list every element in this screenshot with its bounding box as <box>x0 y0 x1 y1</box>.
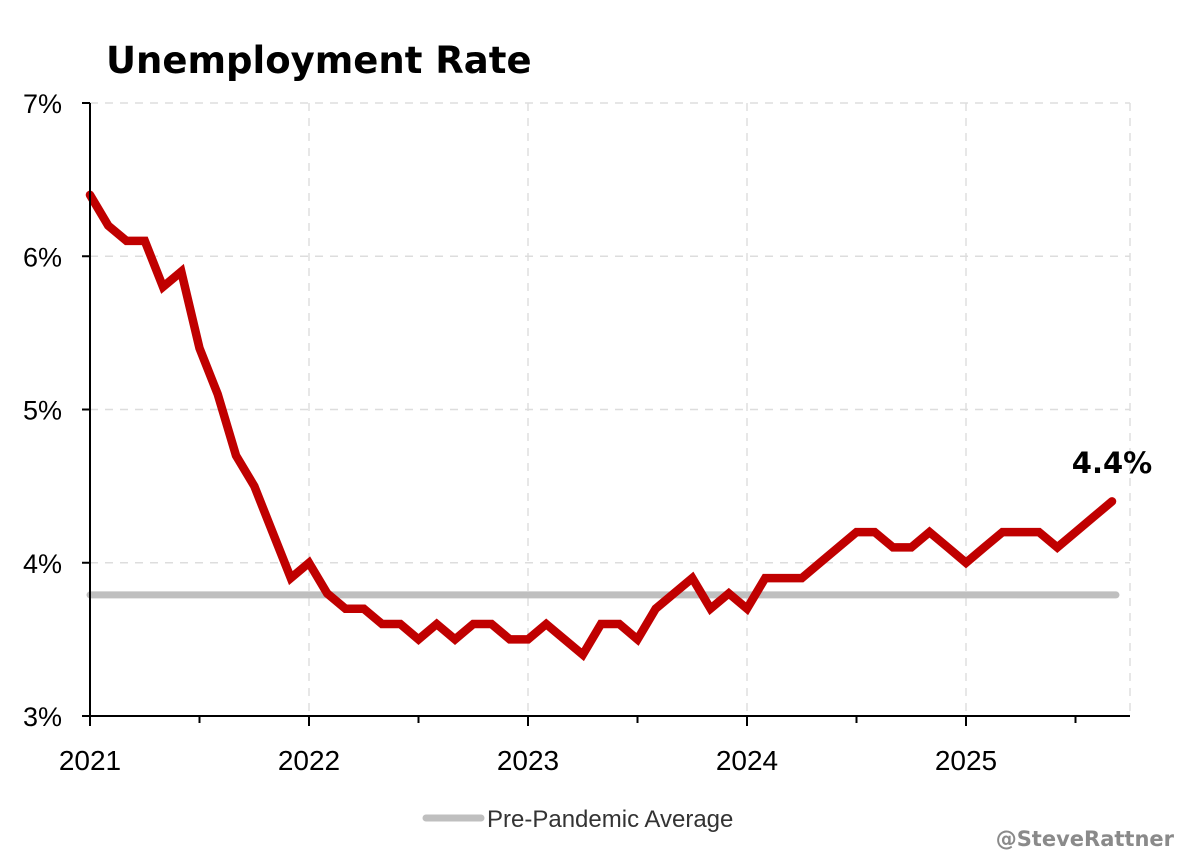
series-layer <box>85 190 1117 662</box>
y-tick-label-3: 6% <box>23 242 62 272</box>
legend-label-pre-pandemic: Pre-Pandemic Average <box>487 806 733 833</box>
x-tick-label-2022: 2022 <box>278 745 340 776</box>
x-tick-label-2024: 2024 <box>716 745 778 776</box>
y-tick-label-2: 5% <box>23 396 62 426</box>
axes <box>82 102 1130 726</box>
y-tick-label-0: 3% <box>23 702 62 732</box>
x-tick-label-2021: 2021 <box>59 745 121 776</box>
x-tick-label-2025: 2025 <box>935 745 997 776</box>
legend: Pre-Pandemic Average <box>422 806 733 833</box>
unemployment-rate-line <box>85 190 1117 662</box>
x-tick-label-2023: 2023 <box>497 745 559 776</box>
y-tick-label-4: 7% <box>23 89 62 119</box>
credit-label: @SteveRattner <box>996 827 1175 851</box>
end-value-label: 4.4% <box>1072 446 1152 480</box>
chart-title: Unemployment Rate <box>106 39 532 82</box>
tick-labels: 3% 4% 5% 6% 7% 2021 2022 2023 2024 2025 <box>23 89 997 776</box>
y-tick-label-1: 4% <box>23 549 62 579</box>
